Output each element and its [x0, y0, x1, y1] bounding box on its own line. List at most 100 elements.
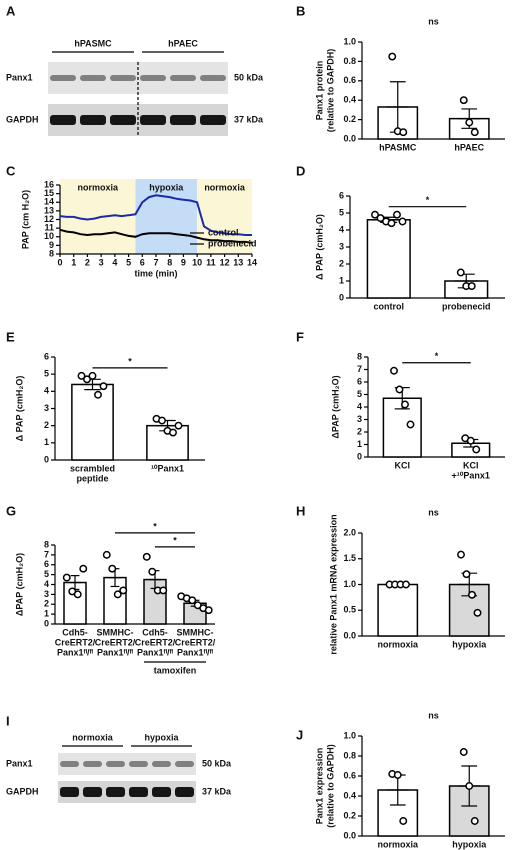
x-tick-label: Panx1ᶠˡ/ᶠˡ: [177, 647, 214, 657]
panel-label: J: [296, 727, 303, 742]
data-point: [108, 564, 117, 573]
blot-band: [170, 75, 196, 81]
data-point: [388, 52, 397, 61]
annotation: ns: [428, 507, 439, 517]
x-tick-label: 12: [220, 257, 230, 267]
data-point: [401, 400, 409, 409]
y-tick-label: 1: [44, 609, 49, 619]
y-axis-label: Δ PAP (cmH₂O): [314, 214, 324, 280]
y-tick-label: 3: [44, 589, 49, 599]
blot-band: [80, 75, 106, 81]
y-tick-label: 8: [44, 539, 49, 549]
significance-label: *: [435, 351, 439, 361]
y-tick-label: 2: [44, 599, 49, 609]
data-point: [406, 420, 415, 429]
data-point: [459, 96, 468, 105]
y-tick-label: 3: [339, 241, 344, 251]
data-point: [472, 445, 481, 454]
data-point: [470, 817, 479, 825]
y-tick-label: 5: [44, 369, 49, 379]
x-tick-label: 0: [57, 257, 62, 267]
y-tick-label: 0.4: [343, 95, 356, 105]
x-tick-label: hypoxia: [452, 839, 487, 849]
blot-band: [50, 75, 76, 81]
x-tick-label: hPASMC: [379, 142, 417, 152]
x-tick-label: normoxia: [377, 839, 419, 849]
y-tick-label: 1: [357, 439, 362, 449]
data-point: [467, 282, 476, 291]
y-tick-label: 15: [44, 188, 54, 198]
data-point: [79, 564, 88, 573]
bar: [71, 383, 114, 461]
y-axis-label: relative Panx1 mRNA expression: [328, 514, 338, 654]
x-tick-label: normoxia: [377, 639, 419, 649]
data-point: [468, 590, 476, 599]
data-point: [398, 217, 407, 226]
data-point: [99, 382, 108, 391]
y-tick-label: 5: [44, 569, 49, 579]
x-tick-label: 8: [167, 257, 172, 267]
x-tick-label: ¹⁰Panx1: [151, 463, 184, 473]
blot-band: [175, 787, 194, 797]
y-tick-label: 6: [339, 190, 344, 200]
data-point: [159, 586, 168, 595]
y-tick-label: 1.5: [343, 553, 356, 563]
y-tick-label: 1.0: [343, 730, 356, 740]
y-tick-label: 6: [44, 351, 49, 361]
data-point: [94, 390, 102, 399]
y-tick-label: 6: [44, 559, 49, 569]
x-tick-label: Cdh5-: [62, 627, 88, 637]
data-point: [456, 268, 465, 277]
blot-band: [110, 75, 136, 81]
y-tick-label: 5: [357, 389, 362, 399]
x-tick-label: 3: [99, 257, 104, 267]
blot-band: [140, 75, 166, 81]
marker-label: 37 kDa: [202, 786, 232, 796]
x-tick-label: CreERT2/: [55, 637, 96, 647]
y-axis-label: (relative to GAPDH): [325, 744, 335, 828]
y-tick-label: 0.0: [343, 630, 356, 640]
y-tick-label: 2.0: [343, 527, 356, 537]
blot-band: [60, 787, 79, 797]
panel-label: F: [296, 329, 304, 344]
x-tick-label: peptide: [76, 473, 108, 483]
x-tick-label: CreERT2/: [135, 637, 176, 647]
y-tick-label: 8: [49, 248, 54, 258]
blot-band: [140, 115, 166, 125]
y-axis-label: ΔPAP (cmH₂O): [14, 553, 24, 616]
data-point: [102, 550, 111, 559]
data-point: [393, 771, 402, 779]
x-tick-label: 5: [126, 257, 131, 267]
panel-label: H: [296, 503, 305, 518]
x-tick-label: hPAEC: [454, 142, 484, 152]
y-axis-label: (relative to GAPDH): [325, 49, 335, 133]
y-tick-label: 0.0: [343, 133, 356, 143]
panel-label: G: [6, 503, 16, 518]
y-tick-label: 13: [44, 205, 54, 215]
data-point: [169, 428, 177, 437]
annotation: ns: [428, 16, 439, 26]
x-tick-label: CreERT2/: [95, 637, 136, 647]
panel-label: B: [296, 3, 305, 18]
blot-band: [200, 115, 226, 125]
lane-group-label: normoxia: [72, 732, 114, 742]
blot-band: [175, 761, 194, 767]
data-point: [465, 118, 474, 127]
y-tick-label: 11: [44, 223, 54, 233]
y-tick-label: 2: [339, 258, 344, 268]
y-tick-label: 1: [339, 275, 344, 285]
y-tick-label: 0.6: [343, 770, 356, 780]
x-tick-label: 11: [206, 257, 216, 267]
y-tick-label: 4: [339, 224, 344, 234]
blot-band: [152, 761, 171, 767]
phase-label: normoxia: [77, 182, 119, 192]
data-point: [83, 375, 91, 384]
x-tick-label: KCl: [395, 460, 411, 470]
x-tick-label: +¹⁰Panx1: [452, 470, 490, 480]
y-tick-label: 4: [357, 401, 362, 411]
y-axis-label: Panx1 protein: [314, 61, 324, 121]
data-point: [158, 416, 166, 425]
significance-label: *: [153, 521, 157, 531]
y-tick-label: 2: [357, 426, 362, 436]
